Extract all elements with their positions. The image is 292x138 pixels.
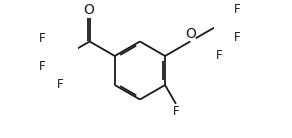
Text: F: F [234,31,241,44]
Text: F: F [216,49,223,62]
Text: F: F [39,32,46,45]
Text: F: F [39,60,46,73]
Text: O: O [84,3,94,17]
Text: F: F [57,78,64,91]
Text: F: F [173,105,180,118]
Text: F: F [234,3,241,16]
Text: O: O [185,27,196,41]
